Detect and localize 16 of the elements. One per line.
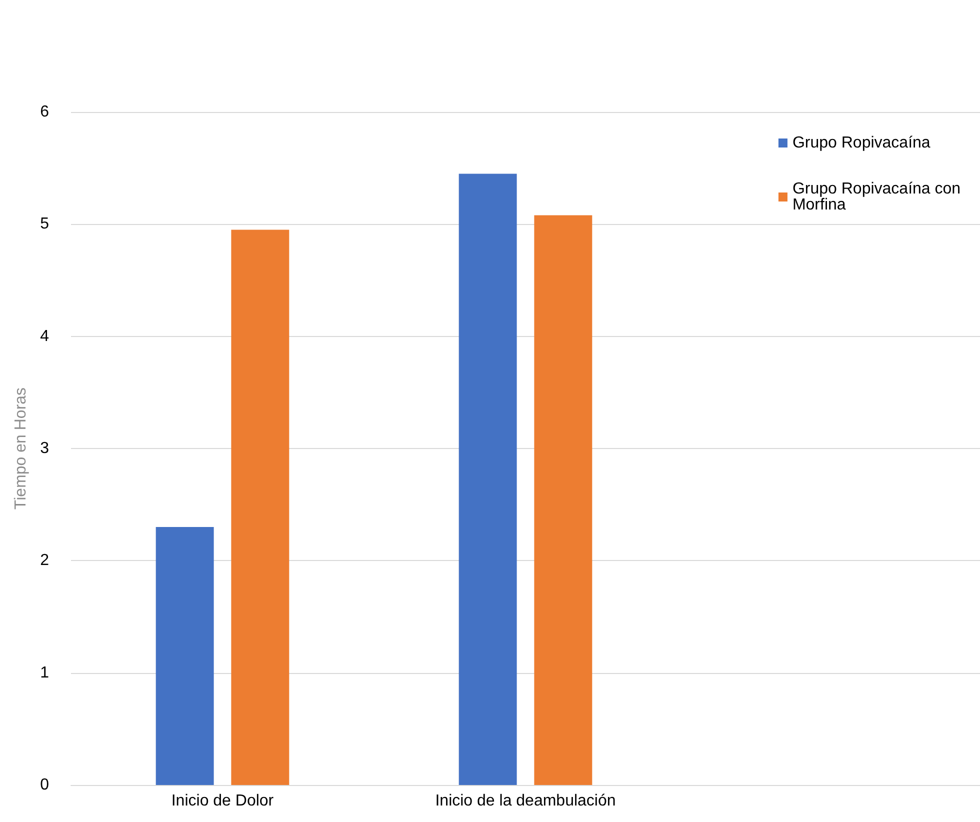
bar: [458, 174, 517, 785]
y-tick-label: 5: [40, 216, 50, 233]
y-tick-label: 1: [40, 664, 50, 682]
y-tick-label: 6: [40, 104, 50, 120]
x-tick-label: Inicio de Dolor: [171, 792, 274, 810]
x-tick-label: Inicio de la deambulación: [435, 792, 616, 810]
y-axis-title: Tiempo en Horas: [12, 387, 30, 510]
y-tick-label: 0: [40, 776, 50, 794]
bar: [231, 230, 290, 785]
legend-label: Grupo Ropivacaína: [792, 134, 930, 152]
y-tick-label: 2: [40, 552, 50, 570]
y-tick-label: 4: [40, 328, 50, 345]
y-tick-label: 3: [40, 440, 50, 457]
bar: [156, 527, 214, 785]
legend-label: Grupo Ropivacaína con Morfina: [792, 180, 965, 214]
bar: [534, 215, 592, 785]
